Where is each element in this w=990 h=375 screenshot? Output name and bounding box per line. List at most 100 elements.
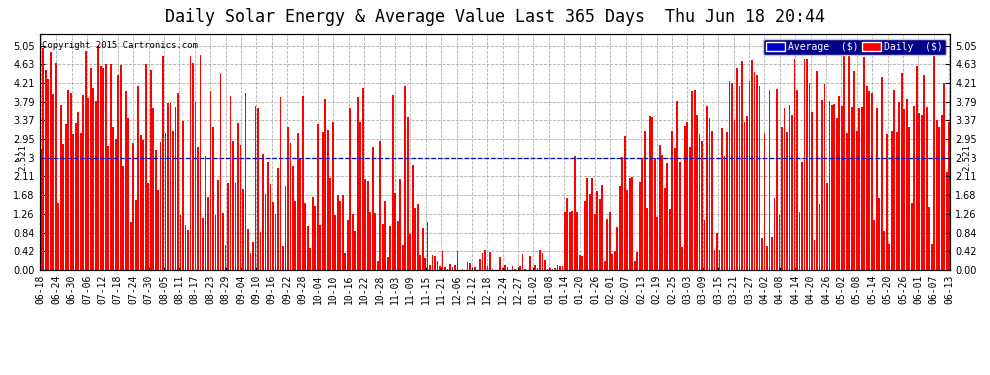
Bar xyxy=(195,102,196,270)
Bar xyxy=(653,158,655,270)
Bar xyxy=(364,180,366,270)
Bar xyxy=(569,212,570,270)
Bar xyxy=(751,60,752,270)
Bar xyxy=(499,257,501,270)
Bar xyxy=(896,132,898,270)
Bar xyxy=(262,154,263,270)
Bar xyxy=(70,93,71,270)
Bar xyxy=(537,268,539,270)
Bar xyxy=(177,93,179,270)
Bar xyxy=(936,120,938,270)
Bar xyxy=(734,120,736,270)
Bar xyxy=(432,255,434,270)
Bar xyxy=(836,118,838,270)
Bar xyxy=(332,122,334,270)
Bar xyxy=(487,266,488,270)
Bar xyxy=(858,108,860,270)
Bar xyxy=(289,142,291,270)
Bar xyxy=(479,259,481,270)
Bar xyxy=(868,91,870,270)
Bar xyxy=(92,88,94,270)
Bar xyxy=(861,107,862,270)
Bar xyxy=(302,96,304,270)
Bar xyxy=(799,212,800,270)
Bar xyxy=(185,225,186,270)
Bar xyxy=(914,106,915,270)
Bar xyxy=(644,130,645,270)
Bar xyxy=(766,246,768,270)
Bar xyxy=(706,106,708,270)
Bar xyxy=(773,198,775,270)
Bar xyxy=(402,244,404,270)
Bar xyxy=(422,228,424,270)
Bar xyxy=(67,90,69,270)
Bar xyxy=(287,128,289,270)
Bar xyxy=(307,226,309,270)
Bar xyxy=(919,112,920,270)
Bar xyxy=(300,159,301,270)
Bar xyxy=(619,186,621,270)
Bar xyxy=(362,88,363,270)
Bar xyxy=(143,140,144,270)
Bar xyxy=(154,150,156,270)
Bar xyxy=(110,64,112,270)
Bar xyxy=(664,188,665,270)
Bar xyxy=(796,90,798,270)
Bar xyxy=(901,73,903,270)
Bar xyxy=(729,81,731,270)
Bar xyxy=(174,107,176,270)
Bar xyxy=(294,201,296,270)
Bar xyxy=(407,117,409,270)
Bar xyxy=(82,95,84,270)
Bar xyxy=(377,261,378,270)
Bar xyxy=(507,267,508,270)
Bar xyxy=(794,58,795,270)
Bar xyxy=(614,251,616,270)
Bar xyxy=(123,166,124,270)
Bar xyxy=(804,59,805,270)
Bar xyxy=(445,267,446,270)
Bar xyxy=(252,242,253,270)
Bar xyxy=(599,199,601,270)
Bar xyxy=(48,79,50,270)
Bar xyxy=(709,118,711,270)
Bar xyxy=(399,179,401,270)
Bar xyxy=(819,204,821,270)
Bar xyxy=(187,231,189,270)
Bar xyxy=(943,83,945,270)
Bar xyxy=(948,122,950,270)
Bar xyxy=(207,197,209,270)
Bar xyxy=(57,202,59,270)
Bar xyxy=(417,204,419,270)
Bar xyxy=(634,261,636,270)
Bar xyxy=(351,214,353,270)
Bar xyxy=(425,258,426,270)
Bar xyxy=(806,59,808,270)
Bar xyxy=(97,46,99,270)
Bar xyxy=(661,155,663,270)
Bar xyxy=(312,197,314,270)
Bar xyxy=(222,213,224,270)
Bar xyxy=(878,198,880,270)
Bar xyxy=(172,131,174,270)
Bar xyxy=(701,141,703,270)
Bar xyxy=(903,109,905,270)
Bar xyxy=(374,213,376,270)
Bar xyxy=(245,93,247,270)
Bar xyxy=(274,214,276,270)
Bar xyxy=(574,156,576,270)
Bar xyxy=(564,213,565,270)
Bar xyxy=(627,190,628,270)
Bar xyxy=(891,131,893,270)
Bar xyxy=(62,144,64,270)
Bar xyxy=(559,266,560,270)
Bar xyxy=(801,162,803,270)
Bar xyxy=(863,57,865,270)
Bar xyxy=(632,177,634,270)
Bar xyxy=(310,248,311,270)
Bar xyxy=(681,247,683,270)
Bar xyxy=(646,208,648,270)
Bar xyxy=(466,262,468,270)
Bar xyxy=(602,185,603,270)
Bar xyxy=(330,178,332,270)
